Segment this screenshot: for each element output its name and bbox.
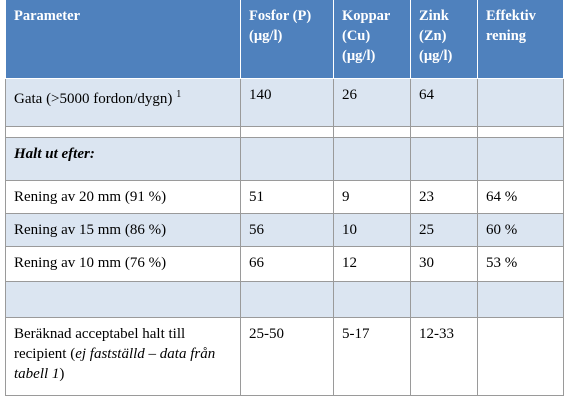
header-text: rening [486, 28, 527, 44]
header-row: Parameter Fosfor (P) (µg/l) Koppar (Cu) (µg/l… [5, 0, 564, 79]
cell: 66 [240, 246, 334, 282]
header-text: Fosfor (P) [249, 8, 312, 24]
header-text: (Zn) [419, 28, 447, 44]
header-cell: Koppar (Cu) (µg/l) [333, 0, 411, 79]
header-text: Parameter [14, 8, 81, 24]
header-text: (µg/l) [419, 48, 453, 64]
row: Gata (>5000 fordon/dygn) 1 140 26 64 [5, 78, 564, 127]
cell: Gata (>5000 fordon/dygn) 1 [5, 78, 241, 127]
cell: 56 [240, 213, 334, 247]
header-text: Effektiv [486, 8, 536, 24]
cell: 53 % [477, 246, 564, 282]
cell: 23 [410, 180, 478, 214]
cell: 12-33 [410, 317, 478, 396]
cell: 60 % [477, 213, 564, 247]
header-cell: Fosfor (P) (µg/l) [240, 0, 334, 79]
cell: 10 [333, 213, 411, 247]
row: Rening av 10 mm (76 %) 66 12 30 53 % [5, 246, 564, 282]
header-text: Koppar [342, 8, 391, 24]
data-table: Parameter Fosfor (P) (µg/l) Koppar (Cu) (µg/l… [5, 0, 564, 396]
row: Beräknad acceptabel halt till recipient … [5, 317, 564, 396]
cell: 9 [333, 180, 411, 214]
cell: 26 [333, 78, 411, 127]
cell: 30 [410, 246, 478, 282]
label: Beräknad acceptabel halt till recipient … [14, 326, 186, 362]
cell: 64 % [477, 180, 564, 214]
footnote-ref: 1 [176, 89, 182, 100]
cell: 12 [333, 246, 411, 282]
row: Rening av 15 mm (86 %) 56 10 25 60 % [5, 213, 564, 247]
label: Gata (>5000 fordon/dygn) [14, 91, 173, 107]
header-text: Zink [419, 8, 449, 24]
cell: 51 [240, 180, 334, 214]
row: Halt ut efter: [5, 137, 564, 181]
cell: Rening av 15 mm (86 %) [5, 213, 241, 247]
header-text: (µg/l) [342, 48, 376, 64]
cell: 140 [240, 78, 334, 127]
label-italic: ej fastställd – data från tabell 1 [14, 346, 216, 382]
spacer-row [5, 281, 564, 318]
header-cell: Effektiv rening [477, 0, 564, 79]
cell [477, 78, 564, 127]
cell: 5-17 [333, 317, 411, 396]
cell: 25 [410, 213, 478, 247]
label: ) [59, 366, 65, 382]
cell: Halt ut efter: [5, 137, 241, 181]
header-cell: Parameter [5, 0, 241, 79]
header-text: (µg/l) [249, 28, 283, 44]
cell: 64 [410, 78, 478, 127]
cell: 25-50 [240, 317, 334, 396]
spacer-row [5, 126, 564, 138]
cell: Rening av 20 mm (91 %) [5, 180, 241, 214]
row: Rening av 20 mm (91 %) 51 9 23 64 % [5, 180, 564, 214]
header-text: (Cu) [342, 28, 371, 44]
cell: Rening av 10 mm (76 %) [5, 246, 241, 282]
header-cell: Zink (Zn) (µg/l) [410, 0, 478, 79]
cell: Beräknad acceptabel halt till recipient … [5, 317, 241, 396]
cell [477, 317, 564, 396]
